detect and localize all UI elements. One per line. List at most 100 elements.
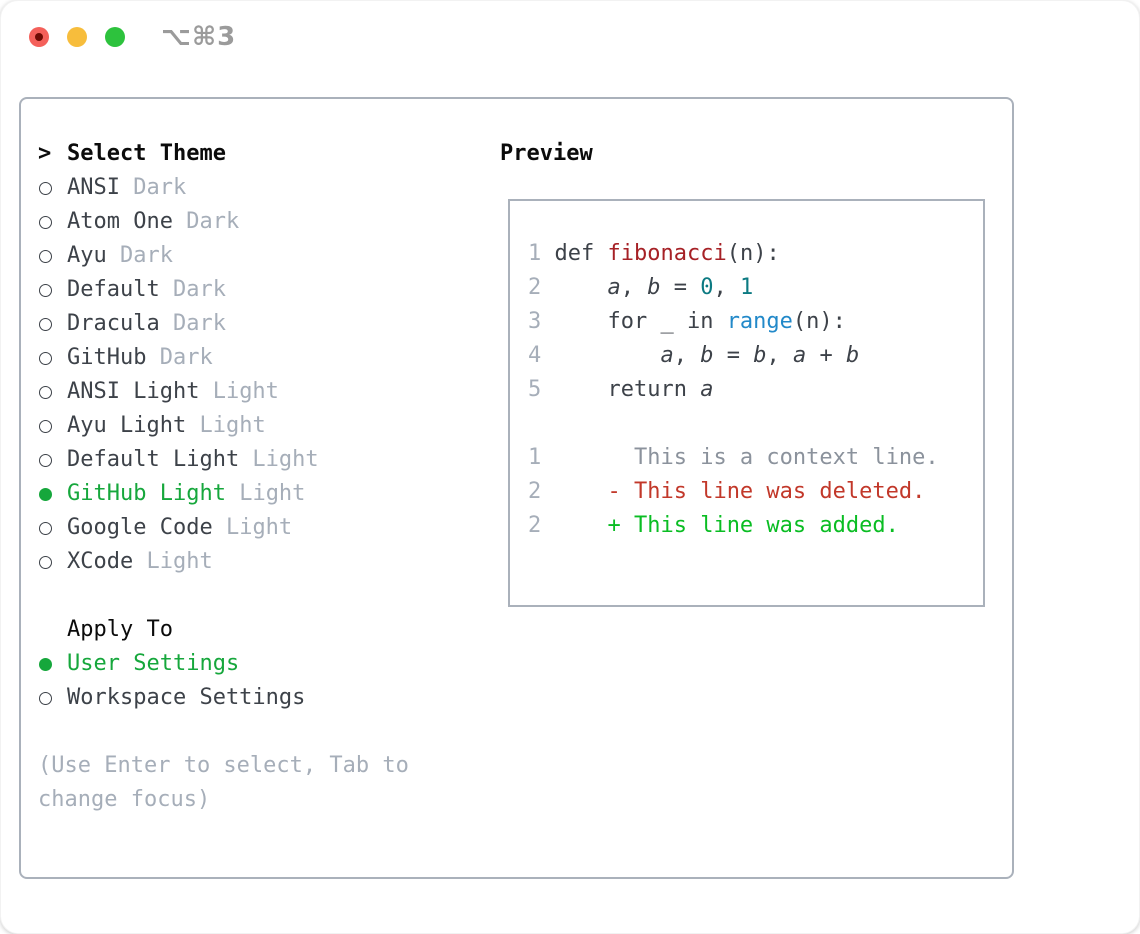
theme-name: ANSI bbox=[67, 175, 120, 200]
prompt-icon: > bbox=[38, 141, 52, 166]
theme-name: Google Code bbox=[67, 515, 213, 540]
radio-dot bbox=[39, 249, 52, 263]
preview-box: 1 def fibonacci(n): 2 a, b = 0, 1 3 for _ … bbox=[508, 199, 985, 607]
theme-option-dracula[interactable]: Dracula Dark bbox=[38, 307, 468, 341]
minimize-button[interactable] bbox=[67, 27, 87, 47]
theme-variant: Light bbox=[133, 549, 213, 574]
theme-name: Atom One bbox=[67, 209, 173, 234]
theme-option-ansi-light[interactable]: ANSI Light Light bbox=[38, 375, 468, 409]
radio-dot bbox=[39, 453, 52, 467]
radio-icon bbox=[38, 511, 67, 545]
apply-option-label: User Settings bbox=[67, 651, 240, 676]
code-line-1: 1 def fibonacci(n): bbox=[528, 241, 780, 266]
theme-variant: Dark bbox=[172, 209, 240, 234]
radio-icon bbox=[38, 375, 67, 409]
radio-icon bbox=[38, 341, 67, 375]
theme-variant: Dark bbox=[159, 311, 226, 336]
select-theme-header: Select Theme bbox=[67, 141, 226, 166]
radio-dot bbox=[39, 419, 52, 433]
theme-option-github[interactable]: GitHub Dark bbox=[38, 341, 468, 375]
theme-name: ANSI Light bbox=[67, 379, 200, 404]
radio-icon bbox=[38, 545, 67, 579]
radio-icon bbox=[38, 307, 67, 341]
diff-added-line: 2 + This line was added. bbox=[528, 513, 899, 538]
spacer bbox=[38, 715, 468, 749]
preview-header: Preview bbox=[500, 141, 593, 166]
theme-option-ayu-light[interactable]: Ayu Light Light bbox=[38, 409, 468, 443]
code-line-2: 2 a, b = 0, 1 bbox=[528, 275, 754, 300]
theme-option-atom-one[interactable]: Atom One Dark bbox=[38, 205, 468, 239]
theme-name: Default Light bbox=[67, 447, 240, 472]
apply-to-header-row: Apply To bbox=[38, 613, 468, 647]
code-line-5: 5 return a bbox=[528, 377, 714, 402]
empty-marker bbox=[38, 613, 67, 647]
preview-column: Preview 1 def fibonacci(n): 2 a, b = 0, 1… bbox=[500, 137, 1000, 607]
theme-variant: Dark bbox=[146, 345, 213, 370]
radio-icon bbox=[38, 171, 67, 205]
radio-dot bbox=[39, 283, 52, 297]
radio-icon bbox=[38, 681, 67, 715]
code-line-4: 4 a, b = b, a + b bbox=[528, 343, 860, 368]
theme-list: ANSI Dark Atom One Dark Ayu Dark Default Da… bbox=[38, 171, 468, 579]
theme-picker-panel: > Select Theme ANSI Dark Atom One Dark Ayu … bbox=[19, 97, 1014, 879]
radio-icon bbox=[38, 409, 67, 443]
theme-option-ayu[interactable]: Ayu Dark bbox=[38, 239, 468, 273]
spacer bbox=[38, 579, 468, 613]
radio-dot bbox=[39, 691, 52, 705]
theme-option-ansi[interactable]: ANSI Dark bbox=[38, 171, 468, 205]
theme-variant: Light bbox=[212, 515, 293, 540]
radio-dot bbox=[39, 657, 52, 671]
theme-name: GitHub bbox=[67, 345, 147, 370]
apply-to-header: Apply To bbox=[67, 617, 173, 642]
theme-option-default[interactable]: Default Dark bbox=[38, 273, 468, 307]
radio-dot bbox=[39, 215, 52, 229]
radio-icon bbox=[38, 205, 67, 239]
window-title-shortcut: ⌥⌘3 bbox=[161, 22, 237, 52]
blank-line bbox=[528, 407, 983, 441]
apply-to-list: User Settings Workspace Settings bbox=[38, 647, 468, 715]
theme-option-google-code[interactable]: Google Code Light bbox=[38, 511, 468, 545]
radio-dot bbox=[39, 181, 52, 195]
radio-dot bbox=[39, 351, 52, 365]
radio-dot bbox=[39, 555, 52, 569]
apply-option-user-settings[interactable]: User Settings bbox=[38, 647, 468, 681]
theme-variant: Light bbox=[225, 481, 306, 506]
close-dot-icon bbox=[35, 33, 43, 41]
theme-name: Default bbox=[67, 277, 160, 302]
theme-name: XCode bbox=[67, 549, 134, 574]
theme-name: Ayu Light bbox=[67, 413, 187, 438]
theme-name: Dracula bbox=[67, 311, 160, 336]
zoom-button[interactable] bbox=[105, 27, 125, 47]
theme-variant: Dark bbox=[159, 277, 226, 302]
radio-dot bbox=[39, 317, 52, 331]
theme-variant: Dark bbox=[119, 175, 187, 200]
radio-dot bbox=[39, 487, 52, 501]
theme-name: Ayu bbox=[67, 243, 107, 268]
radio-icon bbox=[38, 239, 67, 273]
radio-icon bbox=[38, 273, 67, 307]
radio-selected-icon bbox=[38, 477, 67, 511]
diff-deleted-line: 2 - This line was deleted. bbox=[528, 479, 926, 504]
theme-variant: Dark bbox=[106, 243, 173, 268]
apply-option-label: Workspace Settings bbox=[67, 685, 306, 710]
theme-option-github-light[interactable]: GitHub Light Light bbox=[38, 477, 468, 511]
theme-list-column: > Select Theme ANSI Dark Atom One Dark Ayu … bbox=[38, 137, 468, 817]
radio-icon bbox=[38, 443, 67, 477]
preview-header-row: Preview bbox=[500, 137, 1000, 171]
theme-variant: Light bbox=[186, 413, 266, 438]
radio-dot bbox=[39, 521, 52, 535]
radio-selected-icon bbox=[38, 647, 67, 681]
close-button[interactable] bbox=[29, 27, 49, 47]
theme-name: GitHub Light bbox=[67, 481, 226, 506]
apply-option-workspace-settings[interactable]: Workspace Settings bbox=[38, 681, 468, 715]
theme-variant: Light bbox=[199, 379, 279, 404]
theme-variant: Light bbox=[239, 447, 319, 472]
diff-context-line: 1 This is a context line. bbox=[528, 445, 939, 470]
theme-option-xcode[interactable]: XCode Light bbox=[38, 545, 468, 579]
radio-dot bbox=[39, 385, 52, 399]
help-text: (Use Enter to select, Tab to change focu… bbox=[38, 753, 409, 812]
theme-option-default-light[interactable]: Default Light Light bbox=[38, 443, 468, 477]
select-theme-header-row: > Select Theme bbox=[38, 137, 468, 171]
code-line-3: 3 for _ in range(n): bbox=[528, 309, 846, 334]
